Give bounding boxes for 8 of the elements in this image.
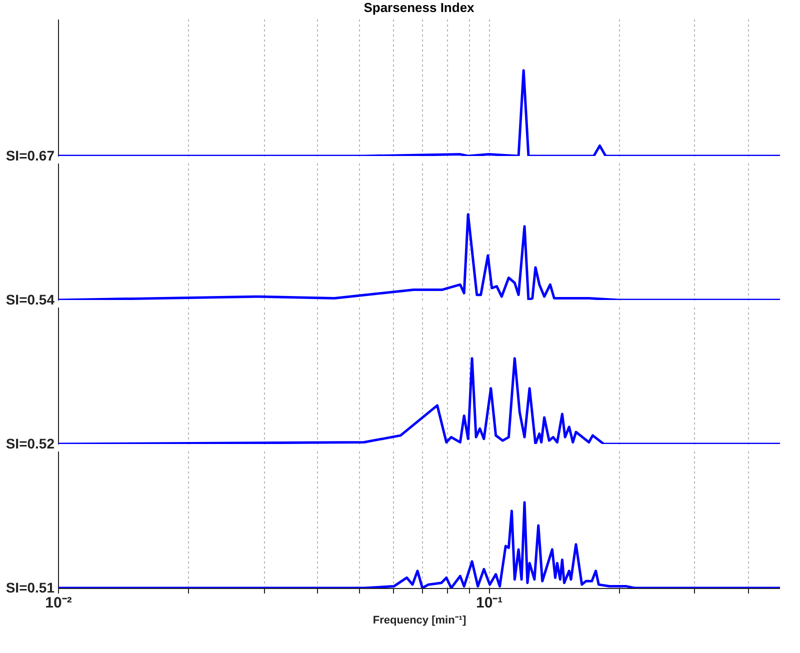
x-tick-label: 10⁻² (45, 594, 72, 612)
y-axis-title: SI=0.54 (6, 292, 55, 308)
x-axis-title: Frequency [min⁻¹] (372, 614, 466, 626)
y-axis-title: SI=0.67 (6, 148, 55, 164)
chart-title: Sparseness Index (364, 0, 476, 15)
y-axis-title: SI=0.52 (6, 436, 55, 452)
x-tick-label: 10⁻¹ (476, 594, 503, 612)
y-axis-title: SI=0.51 (6, 580, 55, 596)
